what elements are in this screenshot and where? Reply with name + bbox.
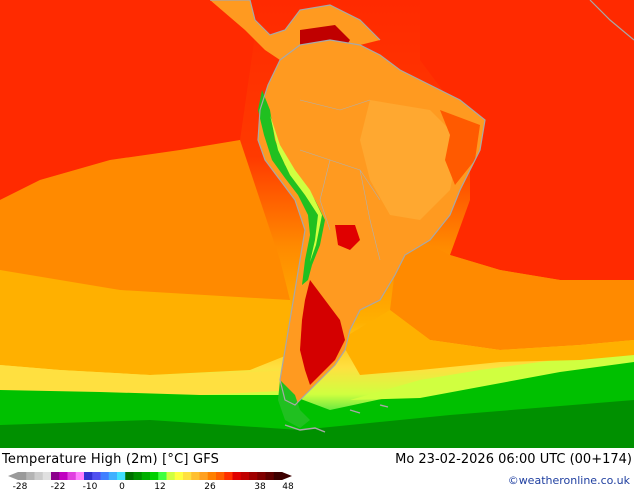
legend-swatch — [141, 472, 151, 480]
southern-lime-band — [350, 350, 634, 400]
legend-swatch — [84, 472, 93, 480]
legend-swatch — [18, 472, 27, 480]
legend-swatch — [265, 472, 275, 480]
legend-tick-label: 48 — [282, 482, 294, 490]
legend-swatch — [191, 472, 200, 480]
legend-swatch — [125, 472, 134, 480]
legend-swatch — [75, 472, 85, 480]
southern-dark-green-band — [0, 400, 634, 448]
central-america-coastline — [210, 0, 381, 41]
legend-swatch — [183, 472, 192, 480]
map-footer: Temperature High (2m) [°C] GFS Mo 23-02-… — [0, 448, 634, 490]
country-borders — [299, 99, 381, 261]
africa-edge — [589, 0, 634, 41]
legend-tick-label: -22 — [51, 482, 66, 490]
legend-right-arrow — [282, 472, 292, 480]
legend-left-arrow — [8, 472, 18, 480]
legend-swatch — [224, 472, 233, 480]
legend-swatch — [92, 472, 101, 480]
legend-swatch — [108, 472, 118, 480]
map-title: Temperature High (2m) [°C] GFS — [2, 452, 220, 467]
legend-swatch — [100, 472, 110, 480]
legend-tick-label: -10 — [83, 482, 98, 490]
legend-swatch — [117, 472, 126, 480]
site-credit: ©weatheronline.co.uk — [507, 474, 630, 487]
legend-swatch — [166, 472, 176, 480]
legend-swatch — [273, 472, 283, 480]
legend-tick-label: 26 — [204, 482, 216, 490]
legend-swatch — [42, 472, 52, 480]
coastline — [257, 39, 486, 406]
southern-islands — [284, 404, 389, 433]
brazil-interior-light — [360, 100, 460, 220]
legend-swatch — [257, 472, 266, 480]
legend-swatch — [216, 472, 225, 480]
legend-swatch — [240, 472, 250, 480]
temperature-map — [0, 0, 634, 448]
pampas-hot-zone — [335, 225, 360, 250]
central-america-land — [210, 0, 380, 60]
legend-swatch — [199, 472, 209, 480]
legend-tick-label: -28 — [13, 482, 28, 490]
legend-swatch — [232, 472, 242, 480]
atlantic-yellow-zone — [340, 310, 634, 375]
legend-swatch — [207, 472, 217, 480]
legend-swatch — [59, 472, 68, 480]
southern-yellow-band — [0, 270, 300, 375]
southern-light-yellow-band — [0, 365, 300, 395]
legend-swatch — [158, 472, 167, 480]
legend-swatch — [67, 472, 77, 480]
legend-tick-label: 38 — [254, 482, 266, 490]
legend-swatch — [133, 472, 143, 480]
atlantic-warm-zone — [420, 0, 634, 280]
legend-swatch — [150, 472, 159, 480]
brazil-coast-hot — [440, 110, 480, 185]
legend-swatch — [249, 472, 258, 480]
legend-swatch — [174, 472, 184, 480]
valid-time: Mo 23-02-2026 06:00 UTC (00+174) — [395, 452, 632, 467]
legend-swatch — [34, 472, 44, 480]
andes-green-stripe — [258, 90, 325, 285]
pacific-warm-zone — [0, 0, 260, 200]
atlantic-orange-zone — [390, 230, 634, 350]
andes-lime-edge — [270, 115, 322, 262]
color-legend: -28 -22 -10 0 12 26 38 48 — [8, 472, 294, 490]
pacific-orange-zone — [0, 140, 290, 300]
legend-tick-label: 12 — [154, 482, 165, 490]
legend-swatch — [51, 472, 60, 480]
legend-swatch — [26, 472, 35, 480]
legend-tick-label: 0 — [119, 482, 125, 490]
patagonia-hot-zone — [300, 280, 345, 385]
